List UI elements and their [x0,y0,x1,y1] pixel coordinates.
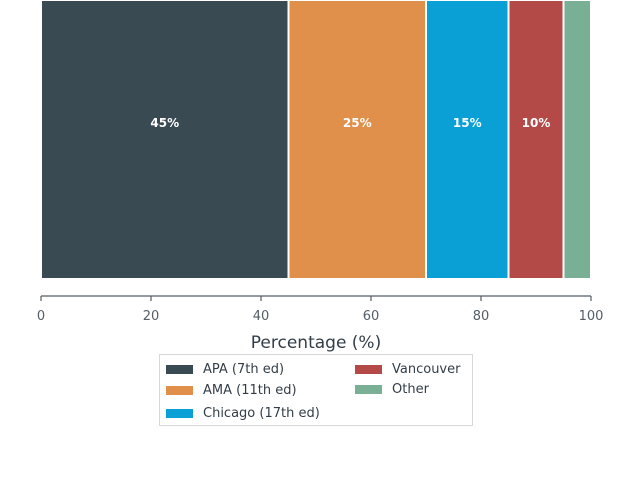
legend-swatch-vancouver [355,364,382,374]
bar-segment-other [562,0,592,280]
bar-segment-ama-11th-ed [287,0,427,280]
legend-item-ama: AMA (11th ed) [166,381,297,399]
legend-label-vancouver: Vancouver [392,361,461,377]
x-tick-label: 80 [473,309,490,324]
legend-item-vancouver: Vancouver [355,360,460,378]
x-axis-ticks: 0 20 40 60 80 100 [37,296,604,324]
x-tick-label: 20 [143,309,160,324]
bar-segment-chicago-17th-ed [425,0,510,280]
data-label-ama-11th-ed: 25% [343,116,372,130]
legend-label-apa: APA (7th ed) [203,361,285,377]
legend-label-ama: AMA (11th ed) [203,382,297,398]
legend-label-other: Other [392,381,429,397]
legend-swatch-other [355,384,382,394]
chart-legend: APA (7th ed) AMA (11th ed) Chicago (17th… [159,354,473,426]
legend-swatch-chicago [166,408,193,418]
data-label-chicago-17th-ed: 15% [453,116,482,130]
data-label-apa-7th-ed: 45% [150,116,179,130]
legend-swatch-ama [166,385,193,395]
x-tick-label: 100 [579,309,604,324]
bar-segments [40,0,592,280]
legend-label-chicago: Chicago (17th ed) [203,405,320,421]
x-tick-label: 60 [363,309,380,324]
bar-data-labels: 45% 25% 15% 10% [150,116,550,130]
legend-item-other: Other [355,380,429,398]
legend-item-chicago: Chicago (17th ed) [166,404,320,422]
legend-swatch-apa [166,364,193,374]
x-axis-label: Percentage (%) [251,333,381,353]
x-tick-label: 0 [37,309,45,324]
x-tick-label: 40 [253,309,270,324]
data-label-vancouver: 10% [522,116,551,130]
bar-segment-vancouver [507,0,565,280]
legend-item-apa: APA (7th ed) [166,360,284,378]
bar-segment-apa-7th-ed [40,0,290,280]
